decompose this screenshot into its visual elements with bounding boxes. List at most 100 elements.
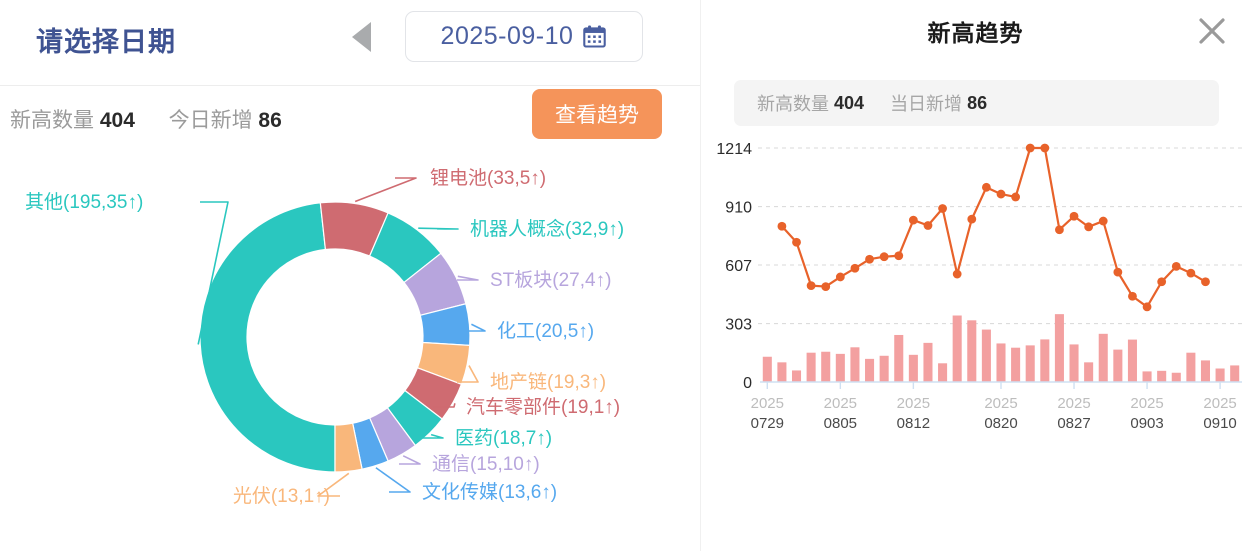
trend-line-point[interactable] bbox=[777, 221, 787, 231]
trend-line-point[interactable] bbox=[879, 252, 889, 262]
donut-leader-line bbox=[457, 365, 479, 383]
trend-line-point[interactable] bbox=[894, 251, 904, 261]
trend-bar[interactable] bbox=[1069, 344, 1079, 382]
trend-bar[interactable] bbox=[1142, 371, 1152, 382]
trend-line-point[interactable] bbox=[1011, 192, 1021, 202]
donut-leader-line bbox=[197, 201, 229, 345]
trend-bar[interactable] bbox=[821, 351, 831, 382]
trend-bar[interactable] bbox=[996, 343, 1006, 382]
x-axis-tick-label-date: 0910 bbox=[1203, 415, 1236, 432]
x-axis-tick-label-date: 0812 bbox=[897, 415, 930, 432]
trend-line-point[interactable] bbox=[952, 269, 962, 279]
date-picker-button[interactable]: 2025-09-10 bbox=[405, 11, 643, 62]
trend-bar[interactable] bbox=[865, 358, 875, 382]
donut-leader-line bbox=[375, 467, 411, 493]
donut-segment[interactable] bbox=[199, 202, 336, 473]
donut-leader-line bbox=[418, 227, 459, 230]
donut-leader-line bbox=[433, 403, 456, 408]
trend-line-point[interactable] bbox=[821, 282, 831, 291]
trend-line-point[interactable] bbox=[806, 281, 816, 291]
trend-line-point[interactable] bbox=[1069, 211, 1079, 221]
trend-line-point[interactable] bbox=[792, 237, 801, 247]
x-axis-tick-label-year: 2025 bbox=[897, 395, 930, 412]
trend-bar[interactable] bbox=[952, 315, 962, 382]
x-axis-tick-label-year: 2025 bbox=[1057, 395, 1090, 412]
trend-bar[interactable] bbox=[1025, 345, 1035, 382]
trend-line-point[interactable] bbox=[1201, 277, 1210, 287]
trend-bar[interactable] bbox=[908, 354, 918, 382]
trend-new-value: 86 bbox=[967, 92, 988, 113]
trend-bar[interactable] bbox=[1171, 372, 1181, 382]
trend-line-point[interactable] bbox=[835, 272, 845, 282]
x-axis-tick-label-date: 0729 bbox=[751, 415, 784, 432]
left-panel: 请选择日期 2025-09-10 bbox=[0, 0, 700, 551]
trend-line-point[interactable] bbox=[1055, 225, 1064, 235]
trend-line-point[interactable] bbox=[981, 182, 991, 192]
trend-bar[interactable] bbox=[1127, 339, 1137, 382]
trend-bar[interactable] bbox=[1200, 360, 1211, 382]
trend-line-point[interactable] bbox=[967, 214, 977, 224]
trend-bar[interactable] bbox=[1215, 368, 1225, 382]
trend-bar[interactable] bbox=[1157, 370, 1167, 382]
donut-chart[interactable]: 其他(195,35↑) 锂电池(33,5↑) 机器人概念(32,9↑) ST板块(27… bbox=[0, 162, 700, 551]
trend-bar[interactable] bbox=[967, 320, 977, 382]
trend-bar[interactable] bbox=[835, 353, 845, 382]
trend-line-point[interactable] bbox=[1084, 222, 1094, 232]
trend-line-point[interactable] bbox=[1128, 291, 1137, 301]
trend-bar[interactable] bbox=[894, 334, 904, 382]
donut-leader-line bbox=[399, 455, 421, 465]
trend-line-point[interactable] bbox=[1025, 143, 1035, 153]
trend-line-point[interactable] bbox=[1186, 268, 1196, 278]
trend-chart-svg[interactable]: 0 303 607 910 1214 2025 0729 2025 0805 2025 0812 20… bbox=[701, 132, 1249, 432]
page-title: 请选择日期 bbox=[36, 27, 176, 57]
trend-bar[interactable] bbox=[806, 352, 816, 382]
trend-bar[interactable] bbox=[1084, 362, 1094, 382]
trend-bar[interactable] bbox=[791, 370, 802, 382]
trend-line-point[interactable] bbox=[1040, 143, 1050, 153]
trend-bar[interactable] bbox=[1011, 347, 1021, 382]
trend-bar[interactable] bbox=[1098, 333, 1108, 382]
trend-bar[interactable] bbox=[981, 329, 991, 382]
trend-line-point[interactable] bbox=[996, 189, 1006, 199]
trend-bar[interactable] bbox=[923, 342, 933, 382]
trend-line bbox=[781, 146, 1207, 308]
x-axis-tick-label-date: 0805 bbox=[824, 415, 857, 432]
trend-line-point[interactable] bbox=[1157, 277, 1167, 287]
donut-leader-line bbox=[422, 433, 444, 439]
trend-bar[interactable] bbox=[879, 355, 889, 382]
x-axis-tick-label-year: 2025 bbox=[984, 395, 1017, 412]
x-axis-tick-label-year: 2025 bbox=[1203, 395, 1236, 412]
y-axis-tick-label: 910 bbox=[725, 200, 752, 217]
trend-bar[interactable] bbox=[1054, 314, 1064, 382]
trend-bar[interactable] bbox=[1230, 365, 1240, 382]
left-stats-text: 新高数量 404 今日新增 86 bbox=[10, 104, 282, 134]
trend-bar[interactable] bbox=[762, 356, 772, 382]
trend-bar[interactable] bbox=[850, 347, 860, 382]
donut-leader-line bbox=[457, 275, 479, 281]
view-trend-button[interactable]: 查看趋势 bbox=[532, 89, 662, 139]
trend-bar[interactable] bbox=[777, 362, 787, 382]
trend-line-point[interactable] bbox=[923, 221, 933, 230]
trend-line-point[interactable] bbox=[908, 215, 918, 225]
trend-bar[interactable] bbox=[1040, 339, 1050, 382]
today-new-label: 今日新增 bbox=[168, 109, 253, 132]
close-icon[interactable] bbox=[1191, 10, 1233, 52]
date-value: 2025-09-10 bbox=[440, 22, 574, 50]
trend-line-point[interactable] bbox=[1113, 267, 1123, 277]
trend-bar[interactable] bbox=[938, 363, 948, 382]
trend-bar[interactable] bbox=[1113, 349, 1123, 382]
left-stats-row: 新高数量 404 今日新增 86 查看趋势 bbox=[0, 86, 700, 162]
trend-line-point[interactable] bbox=[938, 204, 947, 213]
donut-segment-label: 化工(20,5↑) bbox=[497, 320, 594, 342]
trend-line-point[interactable] bbox=[850, 263, 860, 273]
trend-line-point[interactable] bbox=[1142, 302, 1152, 312]
trend-bar[interactable] bbox=[1186, 352, 1196, 382]
date-header: 请选择日期 2025-09-10 bbox=[0, 0, 700, 86]
donut-segment-label: ST板块(27,4↑) bbox=[490, 269, 611, 291]
trend-panel: 新高趋势 新高数量 404 当日新增 86 0 303 607 910 1214 2025… bbox=[700, 0, 1249, 551]
prev-date-arrow-icon[interactable] bbox=[352, 22, 371, 52]
trend-line-point[interactable] bbox=[865, 254, 874, 264]
donut-segment[interactable] bbox=[334, 422, 363, 473]
trend-line-point[interactable] bbox=[1171, 261, 1181, 271]
trend-line-point[interactable] bbox=[1098, 216, 1108, 226]
